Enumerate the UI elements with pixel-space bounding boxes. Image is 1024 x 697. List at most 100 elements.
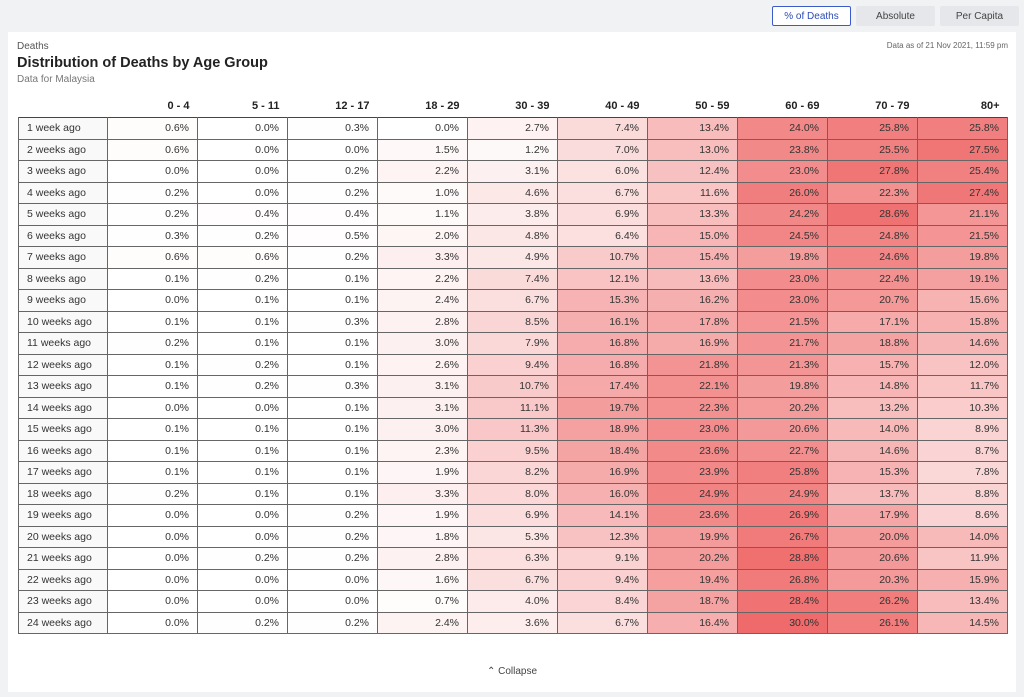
- heatmap-cell: 3.3%: [377, 246, 468, 269]
- heatmap-cell: 6.3%: [467, 547, 558, 570]
- heatmap-cell: 7.4%: [557, 117, 648, 140]
- heatmap-cell: 15.6%: [917, 289, 1008, 312]
- row-label: 12 weeks ago: [18, 353, 108, 376]
- heatmap-cell: 3.1%: [377, 375, 468, 398]
- heatmap-cell: 3.3%: [377, 482, 468, 505]
- heatmap-cell: 0.1%: [197, 332, 288, 355]
- heatmap-cell: 2.2%: [377, 160, 468, 183]
- heatmap-body: 1 week ago 0.6% 0.0% 0.3% 0.0% 2.7% 7.4% 13.4% 2…: [18, 117, 1008, 634]
- heatmap-cell: 16.9%: [647, 332, 738, 355]
- heatmap-cell: 0.2%: [287, 246, 378, 269]
- heatmap-cell: 8.7%: [917, 439, 1008, 462]
- row-label: 20 weeks ago: [18, 525, 108, 548]
- heatmap-cell: 21.7%: [737, 332, 828, 355]
- row-label: 14 weeks ago: [18, 396, 108, 419]
- heatmap-cell: 0.3%: [287, 310, 378, 333]
- heatmap-cell: 23.0%: [737, 289, 828, 312]
- heatmap-cell: 27.4%: [917, 181, 1008, 204]
- heatmap-cell: 17.4%: [557, 375, 648, 398]
- heatmap-cell: 0.0%: [107, 289, 198, 312]
- toggle-absolute[interactable]: Absolute: [856, 6, 935, 26]
- heatmap-cell: 4.9%: [467, 246, 558, 269]
- heatmap-cell: 0.1%: [197, 461, 288, 484]
- heatmap-cell: 22.3%: [647, 396, 738, 419]
- heatmap-cell: 15.8%: [917, 310, 1008, 333]
- heatmap-cell: 25.8%: [917, 117, 1008, 140]
- corner-header: [19, 95, 108, 118]
- heatmap-cell: 17.8%: [647, 310, 738, 333]
- heatmap-cell: 19.1%: [917, 267, 1008, 290]
- heatmap-cell: 8.4%: [557, 590, 648, 613]
- heatmap-cell: 20.2%: [647, 547, 738, 570]
- heatmap-cell: 2.7%: [467, 117, 558, 140]
- collapse-button[interactable]: ⌃ Collapse: [8, 666, 1016, 677]
- toggle-per-capita[interactable]: Per Capita: [940, 6, 1019, 26]
- heatmap-cell: 1.9%: [377, 461, 468, 484]
- heatmap-cell: 26.0%: [737, 181, 828, 204]
- table-row: 24 weeks ago 0.0% 0.2% 0.2% 2.4% 3.6% 6.7% 16.4…: [18, 611, 1008, 634]
- heatmap-cell: 12.0%: [917, 353, 1008, 376]
- heatmap-cell: 18.7%: [647, 590, 738, 613]
- table-row: 7 weeks ago 0.6% 0.6% 0.2% 3.3% 4.9% 10.7% 15.4…: [18, 246, 1008, 269]
- row-label: 7 weeks ago: [18, 246, 108, 269]
- heatmap-cell: 12.4%: [647, 160, 738, 183]
- heatmap-cell: 19.8%: [737, 246, 828, 269]
- heatmap-cell: 15.0%: [647, 224, 738, 247]
- heatmap-cell: 8.2%: [467, 461, 558, 484]
- row-label: 11 weeks ago: [18, 332, 108, 355]
- heatmap-cell: 23.6%: [647, 439, 738, 462]
- heatmap-cell: 6.7%: [557, 181, 648, 204]
- heatmap-cell: 6.9%: [467, 504, 558, 527]
- heatmap-cell: 0.4%: [287, 203, 378, 226]
- heatmap-cell: 13.3%: [647, 203, 738, 226]
- heatmap-cell: 0.1%: [197, 289, 288, 312]
- heatmap-cell: 0.0%: [107, 160, 198, 183]
- heatmap-table: 0 - 4 5 - 11 12 - 17 18 - 29 30 - 39 40 - 49 5…: [18, 95, 1008, 634]
- row-label: 18 weeks ago: [18, 482, 108, 505]
- column-header: 18 - 29: [425, 100, 460, 112]
- toggle-percent-of-deaths[interactable]: % of Deaths: [772, 6, 851, 26]
- heatmap-cell: 4.8%: [467, 224, 558, 247]
- heatmap-cell: 6.7%: [467, 568, 558, 591]
- heatmap-cell: 22.4%: [827, 267, 918, 290]
- heatmap-cell: 3.6%: [467, 611, 558, 634]
- heatmap-cell: 23.0%: [737, 267, 828, 290]
- table-row: 21 weeks ago 0.0% 0.2% 0.2% 2.8% 6.3% 9.1% 20.2…: [18, 547, 1008, 570]
- heatmap-cell: 19.9%: [647, 525, 738, 548]
- heatmap-cell: 3.1%: [377, 396, 468, 419]
- heatmap-cell: 0.0%: [197, 181, 288, 204]
- heatmap-cell: 0.1%: [107, 461, 198, 484]
- heatmap-cell: 18.8%: [827, 332, 918, 355]
- heatmap-cell: 2.8%: [377, 310, 468, 333]
- heatmap-cell: 24.6%: [827, 246, 918, 269]
- heatmap-cell: 0.2%: [287, 547, 378, 570]
- heatmap-cell: 18.4%: [557, 439, 648, 462]
- table-row: 8 weeks ago 0.1% 0.2% 0.1% 2.2% 7.4% 12.1% 13.6…: [18, 267, 1008, 290]
- heatmap-cell: 1.9%: [377, 504, 468, 527]
- heatmap-cell: 26.7%: [737, 525, 828, 548]
- heatmap-cell: 0.3%: [287, 375, 378, 398]
- heatmap-cell: 20.0%: [827, 525, 918, 548]
- heatmap-cell: 20.6%: [737, 418, 828, 441]
- heatmap-cell: 26.2%: [827, 590, 918, 613]
- chart-title: Distribution of Deaths by Age Group: [17, 55, 268, 71]
- heatmap-cell: 3.8%: [467, 203, 558, 226]
- heatmap-cell: 19.8%: [917, 246, 1008, 269]
- row-label: 3 weeks ago: [18, 160, 108, 183]
- heatmap-cell: 9.4%: [467, 353, 558, 376]
- heatmap-cell: 0.5%: [287, 224, 378, 247]
- table-row: 22 weeks ago 0.0% 0.0% 0.0% 1.6% 6.7% 9.4% 19.4…: [18, 568, 1008, 591]
- heatmap-cell: 0.0%: [107, 568, 198, 591]
- row-label: 9 weeks ago: [18, 289, 108, 312]
- row-label: 24 weeks ago: [18, 611, 108, 634]
- heatmap-cell: 0.3%: [287, 117, 378, 140]
- card-kicker: Deaths: [17, 41, 49, 52]
- heatmap-cell: 26.9%: [737, 504, 828, 527]
- row-label: 22 weeks ago: [18, 568, 108, 591]
- heatmap-cell: 3.1%: [467, 160, 558, 183]
- data-timestamp: Data as of 21 Nov 2021, 11:59 pm: [886, 41, 1008, 50]
- heatmap-cell: 0.0%: [197, 590, 288, 613]
- heatmap-cell: 16.1%: [557, 310, 648, 333]
- heatmap-cell: 0.3%: [107, 224, 198, 247]
- heatmap-cell: 15.4%: [647, 246, 738, 269]
